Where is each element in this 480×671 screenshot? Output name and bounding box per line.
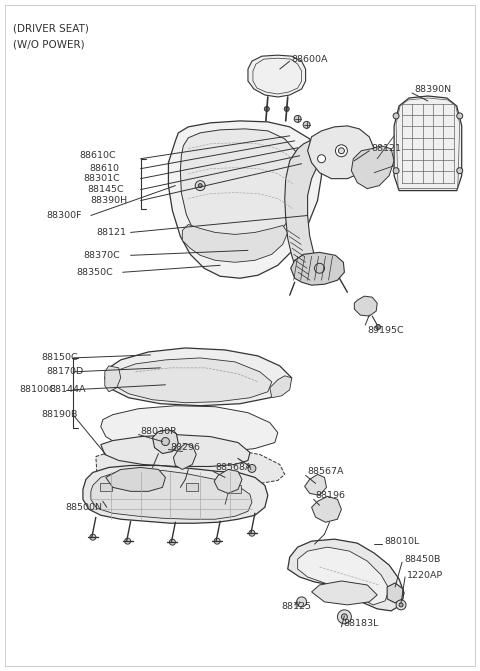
- Text: 88100C: 88100C: [19, 385, 56, 395]
- Text: 88600A: 88600A: [292, 54, 328, 64]
- Text: 88500N: 88500N: [65, 503, 102, 512]
- Polygon shape: [96, 446, 285, 486]
- Circle shape: [399, 603, 403, 607]
- Text: 88010L: 88010L: [384, 537, 420, 546]
- Circle shape: [396, 600, 406, 610]
- Polygon shape: [312, 497, 341, 522]
- Polygon shape: [168, 121, 322, 278]
- Circle shape: [284, 107, 289, 111]
- Circle shape: [338, 148, 344, 154]
- Polygon shape: [305, 474, 326, 495]
- Bar: [100, 483, 112, 491]
- Circle shape: [169, 539, 175, 545]
- Polygon shape: [394, 96, 462, 191]
- Polygon shape: [214, 470, 242, 493]
- Polygon shape: [106, 468, 166, 491]
- Text: (W/O POWER): (W/O POWER): [13, 39, 85, 49]
- Text: 88370C: 88370C: [83, 251, 120, 260]
- Text: 88121: 88121: [97, 228, 127, 237]
- Bar: [186, 483, 198, 491]
- Polygon shape: [91, 470, 252, 519]
- Text: 88144A: 88144A: [49, 385, 85, 395]
- Text: 89195C: 89195C: [367, 325, 404, 335]
- Text: 88145C: 88145C: [87, 185, 123, 194]
- Polygon shape: [308, 126, 374, 178]
- Circle shape: [264, 107, 269, 111]
- Text: 88030R: 88030R: [141, 427, 177, 436]
- Polygon shape: [288, 539, 404, 611]
- Polygon shape: [83, 466, 268, 523]
- Text: 88390N: 88390N: [414, 85, 451, 93]
- Text: 88150C: 88150C: [41, 354, 78, 362]
- Bar: [229, 485, 241, 493]
- Polygon shape: [180, 129, 301, 258]
- Circle shape: [249, 530, 255, 536]
- Circle shape: [336, 145, 348, 157]
- Polygon shape: [173, 444, 196, 470]
- Polygon shape: [351, 146, 394, 189]
- Polygon shape: [291, 252, 344, 285]
- Circle shape: [376, 325, 381, 329]
- Text: 88196: 88196: [315, 491, 346, 500]
- Text: 88568A: 88568A: [215, 463, 252, 472]
- Polygon shape: [312, 581, 377, 605]
- Circle shape: [195, 180, 205, 191]
- Text: 88170D: 88170D: [46, 367, 84, 376]
- Text: 88296: 88296: [170, 443, 201, 452]
- Text: (DRIVER SEAT): (DRIVER SEAT): [13, 23, 89, 34]
- Circle shape: [214, 538, 220, 544]
- Polygon shape: [105, 348, 292, 406]
- Polygon shape: [248, 55, 306, 97]
- Polygon shape: [153, 429, 179, 454]
- Text: 88183L: 88183L: [343, 619, 379, 628]
- Polygon shape: [354, 296, 377, 316]
- Circle shape: [393, 168, 399, 174]
- Text: 1220AP: 1220AP: [407, 570, 443, 580]
- Text: 88350C: 88350C: [76, 268, 113, 276]
- Polygon shape: [270, 376, 292, 398]
- Text: 88190B: 88190B: [41, 410, 78, 419]
- Circle shape: [457, 113, 463, 119]
- Text: 88610: 88610: [89, 164, 119, 173]
- Text: 88450B: 88450B: [404, 554, 441, 564]
- Text: 88121: 88121: [371, 144, 401, 153]
- Circle shape: [337, 610, 351, 624]
- Circle shape: [303, 121, 310, 128]
- Polygon shape: [253, 58, 301, 94]
- Polygon shape: [182, 225, 288, 262]
- Text: 88125: 88125: [282, 603, 312, 611]
- Polygon shape: [298, 547, 389, 605]
- Polygon shape: [105, 366, 120, 392]
- Circle shape: [161, 437, 169, 446]
- Polygon shape: [387, 583, 403, 603]
- Circle shape: [297, 597, 307, 607]
- Circle shape: [198, 184, 202, 188]
- Text: 88301C: 88301C: [83, 174, 120, 183]
- Text: 88390H: 88390H: [91, 196, 128, 205]
- Polygon shape: [285, 137, 327, 280]
- Polygon shape: [113, 358, 272, 403]
- Polygon shape: [101, 435, 250, 466]
- Circle shape: [457, 168, 463, 174]
- Circle shape: [314, 263, 324, 273]
- Circle shape: [294, 115, 301, 122]
- Circle shape: [248, 464, 256, 472]
- Bar: [143, 481, 155, 489]
- Circle shape: [341, 614, 348, 620]
- Text: 88300F: 88300F: [46, 211, 82, 220]
- Text: 88567A: 88567A: [308, 467, 344, 476]
- Circle shape: [125, 538, 131, 544]
- Circle shape: [393, 113, 399, 119]
- Text: 88610C: 88610C: [79, 151, 116, 160]
- Circle shape: [90, 534, 96, 540]
- Polygon shape: [101, 406, 278, 454]
- Circle shape: [318, 155, 325, 163]
